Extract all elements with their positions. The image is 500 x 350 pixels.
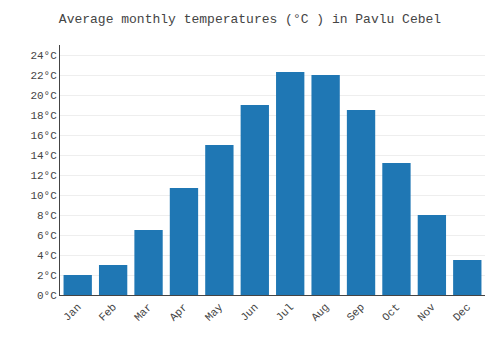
svg-text:12°C: 12°C (30, 170, 57, 182)
svg-text:14°C: 14°C (30, 150, 57, 162)
svg-text:2°C: 2°C (37, 270, 57, 282)
svg-text:8°C: 8°C (37, 210, 57, 222)
svg-text:18°C: 18°C (30, 110, 57, 122)
svg-text:Sep: Sep (345, 301, 367, 323)
svg-text:6°C: 6°C (37, 230, 57, 242)
svg-text:22°C: 22°C (30, 70, 57, 82)
svg-text:May: May (203, 301, 226, 324)
svg-text:Average monthly temperatures (: Average monthly temperatures (°C ) in Pa… (59, 12, 441, 27)
svg-text:4°C: 4°C (37, 250, 57, 262)
svg-text:Dec: Dec (451, 301, 473, 323)
svg-text:10°C: 10°C (30, 190, 57, 202)
svg-text:Jul: Jul (274, 301, 296, 323)
svg-text:Nov: Nov (415, 301, 438, 324)
svg-text:Oct: Oct (380, 301, 402, 323)
svg-text:Feb: Feb (97, 301, 119, 323)
svg-text:Jun: Jun (238, 301, 260, 323)
svg-text:0°C: 0°C (37, 290, 57, 302)
svg-text:Apr: Apr (167, 301, 189, 323)
svg-text:20°C: 20°C (30, 90, 57, 102)
svg-text:24°C: 24°C (30, 50, 57, 62)
svg-text:16°C: 16°C (30, 130, 57, 142)
svg-text:Jan: Jan (61, 301, 83, 323)
svg-text:Aug: Aug (309, 301, 331, 323)
svg-text:Mar: Mar (132, 301, 154, 323)
